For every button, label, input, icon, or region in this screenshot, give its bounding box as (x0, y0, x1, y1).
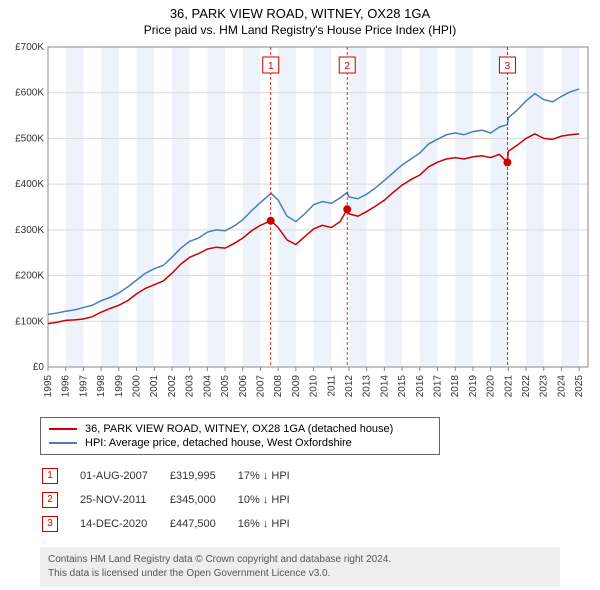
svg-text:2024: 2024 (556, 375, 567, 398)
svg-text:2022: 2022 (521, 375, 532, 398)
svg-text:2020: 2020 (486, 375, 497, 398)
svg-text:2001: 2001 (149, 375, 160, 398)
svg-text:1995: 1995 (43, 375, 54, 398)
svg-text:2019: 2019 (468, 375, 479, 398)
event-date: 14-DEC-2020 (80, 513, 168, 535)
legend-label: HPI: Average price, detached house, West… (85, 437, 352, 449)
svg-text:2013: 2013 (362, 375, 373, 398)
svg-text:1997: 1997 (78, 375, 89, 398)
title-address: 36, PARK VIEW ROAD, WITNEY, OX28 1GA (0, 6, 600, 21)
svg-text:2005: 2005 (220, 375, 231, 398)
svg-text:2023: 2023 (539, 375, 550, 398)
svg-text:£600K: £600K (15, 88, 44, 99)
title-block: 36, PARK VIEW ROAD, WITNEY, OX28 1GA Pri… (0, 0, 600, 39)
legend-item: 36, PARK VIEW ROAD, WITNEY, OX28 1GA (de… (49, 422, 431, 436)
event-delta: 10% ↓ HPI (238, 489, 310, 511)
svg-text:2015: 2015 (397, 375, 408, 398)
svg-text:2000: 2000 (132, 375, 143, 398)
footer-line2: This data is licensed under the Open Gov… (48, 567, 552, 581)
svg-text:2002: 2002 (167, 375, 178, 398)
svg-text:2018: 2018 (450, 375, 461, 398)
svg-text:2012: 2012 (344, 375, 355, 398)
legend-label: 36, PARK VIEW ROAD, WITNEY, OX28 1GA (de… (85, 423, 393, 435)
svg-text:2011: 2011 (326, 375, 337, 397)
svg-text:£400K: £400K (15, 179, 44, 190)
svg-text:£700K: £700K (15, 42, 44, 53)
svg-text:2014: 2014 (379, 375, 390, 398)
svg-text:2006: 2006 (238, 375, 249, 398)
svg-text:£100K: £100K (15, 316, 44, 327)
event-delta: 16% ↓ HPI (238, 513, 310, 535)
event-price: £447,500 (170, 513, 236, 535)
event-price: £345,000 (170, 489, 236, 511)
svg-text:£300K: £300K (15, 225, 44, 236)
event-number-box: 2 (42, 492, 58, 508)
svg-text:2004: 2004 (202, 375, 213, 398)
legend-item: HPI: Average price, detached house, West… (49, 436, 431, 450)
legend-swatch (49, 428, 77, 430)
chart-container: 36, PARK VIEW ROAD, WITNEY, OX28 1GA Pri… (0, 0, 600, 587)
svg-text:1999: 1999 (114, 375, 125, 398)
svg-text:2017: 2017 (433, 375, 444, 398)
event-row: 3 14-DEC-2020£447,50016% ↓ HPI (42, 513, 310, 535)
svg-text:2: 2 (344, 61, 350, 72)
svg-text:1998: 1998 (96, 375, 107, 398)
events-table: 1 01-AUG-2007£319,99517% ↓ HPI 2 25-NOV-201… (40, 463, 312, 537)
event-row: 1 01-AUG-2007£319,99517% ↓ HPI (42, 465, 310, 487)
svg-text:2010: 2010 (309, 375, 320, 398)
event-date: 01-AUG-2007 (80, 465, 168, 487)
svg-text:£500K: £500K (15, 133, 44, 144)
svg-text:1996: 1996 (61, 375, 72, 398)
svg-text:2021: 2021 (503, 375, 514, 398)
svg-text:2016: 2016 (415, 375, 426, 398)
event-price: £319,995 (170, 465, 236, 487)
svg-text:£200K: £200K (15, 271, 44, 282)
svg-text:3: 3 (505, 61, 511, 72)
chart-area: £0 £100K £200K £300K £400K £500K £600K £700K 199… (0, 39, 600, 409)
svg-text:2025: 2025 (574, 375, 585, 398)
event-delta: 17% ↓ HPI (238, 465, 310, 487)
price-chart: £0 £100K £200K £300K £400K £500K £600K £700K 199… (0, 39, 600, 409)
svg-text:2008: 2008 (273, 375, 284, 398)
svg-text:£0: £0 (33, 362, 45, 373)
svg-text:2003: 2003 (185, 375, 196, 398)
footer-note: Contains HM Land Registry data © Crown c… (40, 547, 560, 587)
event-row: 2 25-NOV-2011£345,00010% ↓ HPI (42, 489, 310, 511)
svg-text:1: 1 (268, 61, 274, 72)
svg-text:2009: 2009 (291, 375, 302, 398)
title-subtitle: Price paid vs. HM Land Registry's House … (0, 23, 600, 37)
svg-text:2007: 2007 (255, 375, 266, 398)
event-number-box: 1 (42, 468, 58, 484)
legend: 36, PARK VIEW ROAD, WITNEY, OX28 1GA (de… (40, 417, 440, 455)
event-date: 25-NOV-2011 (80, 489, 168, 511)
event-number-box: 3 (42, 516, 58, 532)
legend-swatch (49, 442, 77, 444)
footer-line1: Contains HM Land Registry data © Crown c… (48, 553, 552, 567)
